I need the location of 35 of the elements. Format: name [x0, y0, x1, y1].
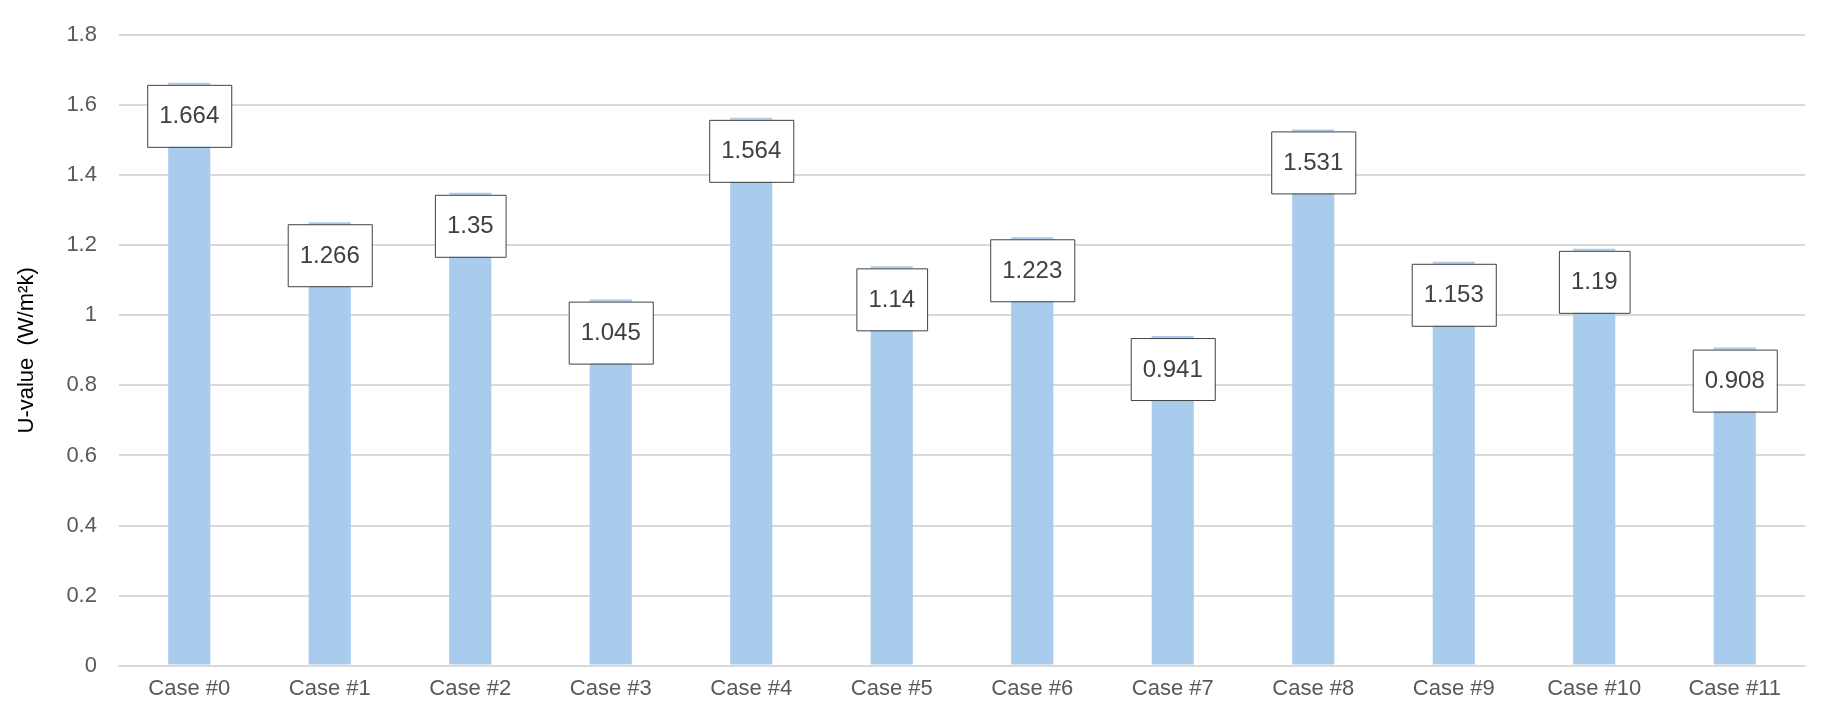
- data-label: 1.564: [721, 136, 782, 164]
- y-tick-label: 0.2: [66, 581, 97, 607]
- x-tick-label: Case #11: [1688, 674, 1782, 700]
- data-label: 1.14: [868, 284, 916, 312]
- x-tick-label: Case #9: [1412, 674, 1495, 700]
- x-tick-label: Case #3: [569, 674, 652, 700]
- y-tick-label: 1: [84, 301, 97, 327]
- data-label: 0.908: [1704, 366, 1765, 394]
- data-label: 0.941: [1142, 354, 1203, 382]
- data-label: 1.266: [299, 240, 360, 268]
- y-tick-label: 1.4: [66, 161, 97, 187]
- y-tick-label: 0.6: [66, 441, 97, 467]
- x-tick-label: Case #7: [1131, 674, 1214, 700]
- x-tick-label: Case #0: [148, 674, 231, 700]
- x-tick-label: Case #2: [429, 674, 512, 700]
- data-label: 1.223: [1002, 255, 1063, 283]
- data-label: 1.664: [159, 101, 220, 129]
- y-tick-label: 0: [84, 651, 97, 677]
- y-axis-title: U-value (W/m²k): [13, 267, 39, 434]
- data-label: 1.19: [1570, 267, 1618, 295]
- x-tick-label: Case #10: [1547, 674, 1642, 700]
- y-tick-label: 0.4: [66, 511, 97, 537]
- y-tick-label: 1.2: [66, 231, 97, 257]
- y-tick-label: 1.6: [66, 91, 97, 117]
- x-tick-label: Case #8: [1272, 674, 1355, 700]
- x-tick-label: Case #1: [288, 674, 371, 700]
- y-tick-label: 1.8: [66, 21, 97, 47]
- x-tick-label: Case #4: [710, 674, 793, 700]
- x-tick-label: Case #5: [850, 674, 933, 700]
- data-label: 1.531: [1283, 148, 1344, 176]
- data-label: 1.35: [446, 211, 494, 239]
- data-label: 1.153: [1423, 280, 1484, 308]
- data-label: 1.045: [580, 318, 641, 346]
- x-tick-label: Case #6: [991, 674, 1074, 700]
- y-tick-label: 0.8: [66, 371, 97, 397]
